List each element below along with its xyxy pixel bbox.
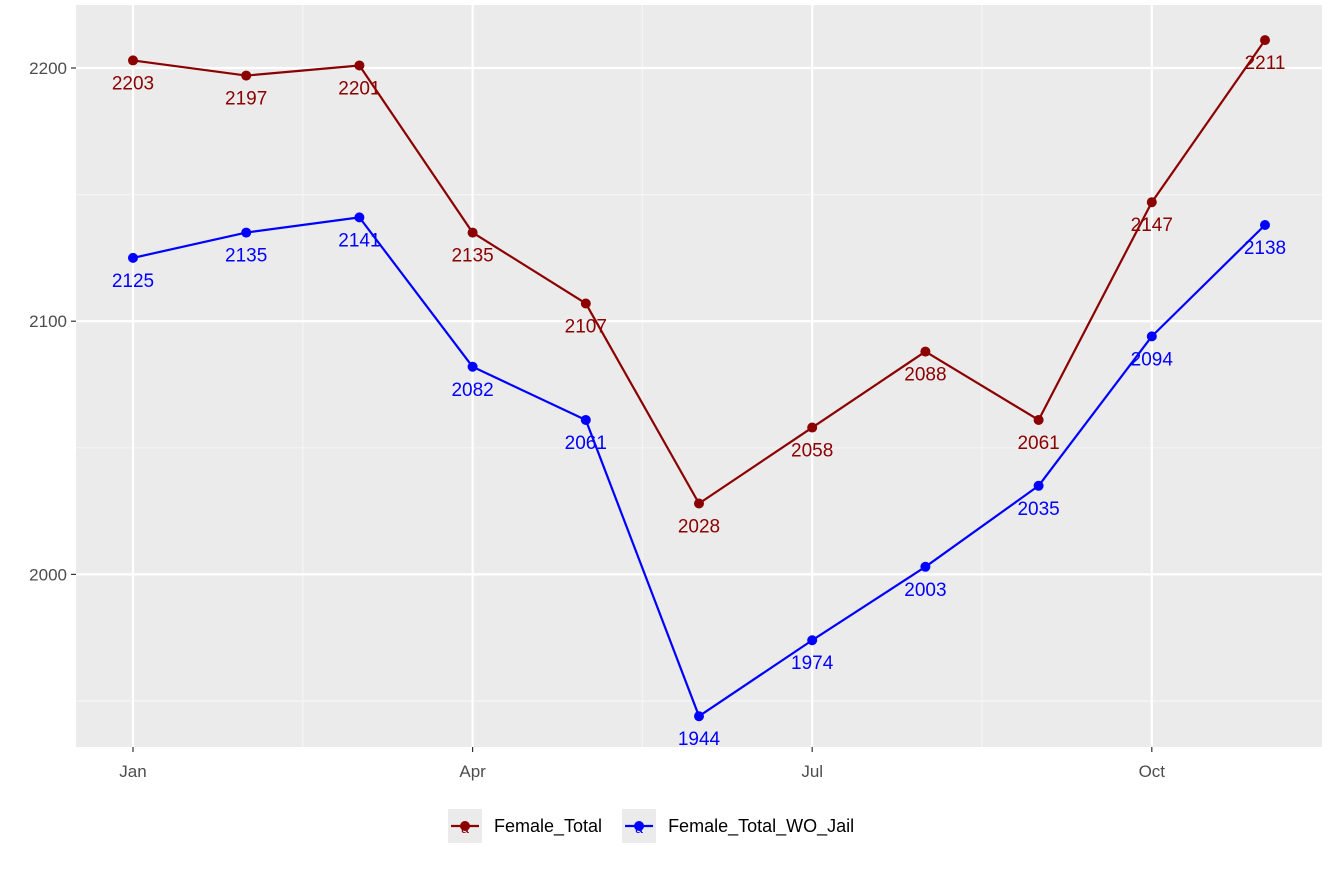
data-label: 1944 [678, 729, 721, 750]
data-point [1033, 480, 1044, 491]
y-tick-label: 2100 [29, 312, 67, 331]
data-label: 2125 [112, 271, 154, 292]
data-label: 2107 [565, 316, 607, 337]
data-point [1260, 35, 1270, 46]
data-point [128, 55, 138, 66]
data-label: 2061 [565, 433, 607, 454]
x-tick-label: Oct [1139, 762, 1166, 781]
legend: a Female_Total a Female_Total_WO_Jail [448, 809, 854, 843]
data-label: 2061 [1017, 433, 1059, 454]
legend-label-2: Female_Total_WO_Jail [668, 816, 854, 837]
data-point [920, 561, 931, 572]
data-point [807, 635, 818, 646]
data-point [1146, 331, 1157, 342]
data-point [694, 498, 704, 509]
data-label: 2135 [451, 246, 493, 267]
data-label: 2058 [791, 441, 833, 462]
data-point [580, 298, 591, 309]
data-label: 2203 [112, 73, 154, 94]
data-label: 2082 [451, 380, 493, 401]
data-point [467, 361, 478, 372]
plot-panel [76, 5, 1322, 747]
data-label: 2211 [1245, 53, 1286, 74]
data-label: 2035 [1017, 499, 1059, 520]
data-label: 2147 [1131, 215, 1173, 236]
legend-key-glyph: a [461, 820, 469, 836]
y-axis: 2000 2100 2200 [29, 59, 76, 584]
y-tick-label: 2000 [29, 565, 67, 584]
data-point [241, 227, 252, 238]
x-tick-label: Apr [459, 762, 486, 781]
data-point [354, 212, 365, 223]
legend-key-point [460, 821, 470, 831]
data-label: 1974 [791, 653, 834, 674]
x-axis: Jan Apr Jul Oct [119, 747, 1165, 781]
data-label: 2003 [904, 580, 946, 601]
data-label: 2135 [225, 246, 267, 267]
legend-key-point [634, 821, 645, 831]
data-label: 2138 [1244, 238, 1286, 259]
data-label: 2141 [338, 230, 380, 251]
data-point [920, 346, 931, 357]
series-layer: 2203 2197 2201 2135 2107 2028 2058 2088 2061 2147… [112, 35, 1286, 750]
data-point [1146, 197, 1157, 208]
data-label: 2201 [338, 78, 380, 99]
data-point [807, 422, 818, 433]
data-label: 2088 [904, 365, 946, 386]
data-point [241, 70, 252, 81]
minor-gridlines [76, 5, 1322, 747]
y-tick-label: 2200 [29, 59, 67, 78]
data-label: 2094 [1131, 349, 1174, 370]
data-label: 2028 [678, 517, 720, 538]
data-point [354, 60, 365, 71]
legend-label-1: Female_Total [494, 816, 602, 837]
x-tick-label: Jan [119, 762, 146, 781]
legend-key-glyph: a [635, 820, 643, 836]
major-gridlines [76, 5, 1322, 747]
data-label: 2197 [225, 89, 267, 110]
data-point [694, 711, 704, 722]
data-point [128, 252, 138, 263]
data-point [1033, 414, 1044, 425]
data-point [467, 227, 478, 238]
x-tick-label: Jul [801, 762, 823, 781]
data-point [1260, 219, 1270, 230]
data-point [580, 414, 591, 425]
